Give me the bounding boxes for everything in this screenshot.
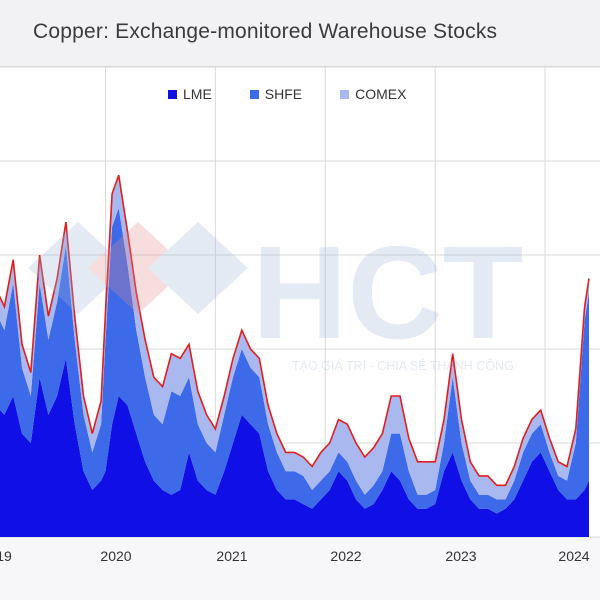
title-bar: Copper: Exchange-monitored Warehouse Sto…: [0, 0, 600, 67]
legend-label-lme: LME: [183, 86, 212, 102]
x-tick-label: 2022: [330, 548, 362, 564]
legend-label-shfe: SHFE: [264, 86, 303, 102]
x-tick-label: 2023: [445, 548, 477, 564]
legend-item-shfe[interactable]: SHFE: [249, 86, 303, 102]
total-stocks-line: [0, 174, 590, 487]
x-tick-label: 2021: [216, 548, 248, 564]
legend-item-lme[interactable]: LME: [168, 86, 212, 102]
area-series-lme: [0, 358, 589, 537]
chart-title: Copper: Exchange-monitored Warehouse Sto…: [33, 20, 498, 43]
legend-swatch-shfe: [249, 89, 259, 99]
legend-label-comex: COMEX: [355, 86, 407, 102]
area-layer: [0, 175, 589, 537]
line-layer: [0, 174, 590, 487]
legend-swatch-lme: [168, 89, 177, 99]
x-tick-label: 2024: [558, 548, 590, 564]
legend-item-comex[interactable]: COMEX: [340, 86, 406, 102]
legend-swatch-comex: [340, 89, 350, 99]
area-series-shfe: [0, 208, 589, 514]
x-tick-label: 2020: [100, 548, 132, 564]
grid-layer: [0, 66, 600, 538]
chart-legend: LME SHFE COMEX: [168, 86, 406, 102]
x-tick-label: 19: [0, 548, 12, 564]
